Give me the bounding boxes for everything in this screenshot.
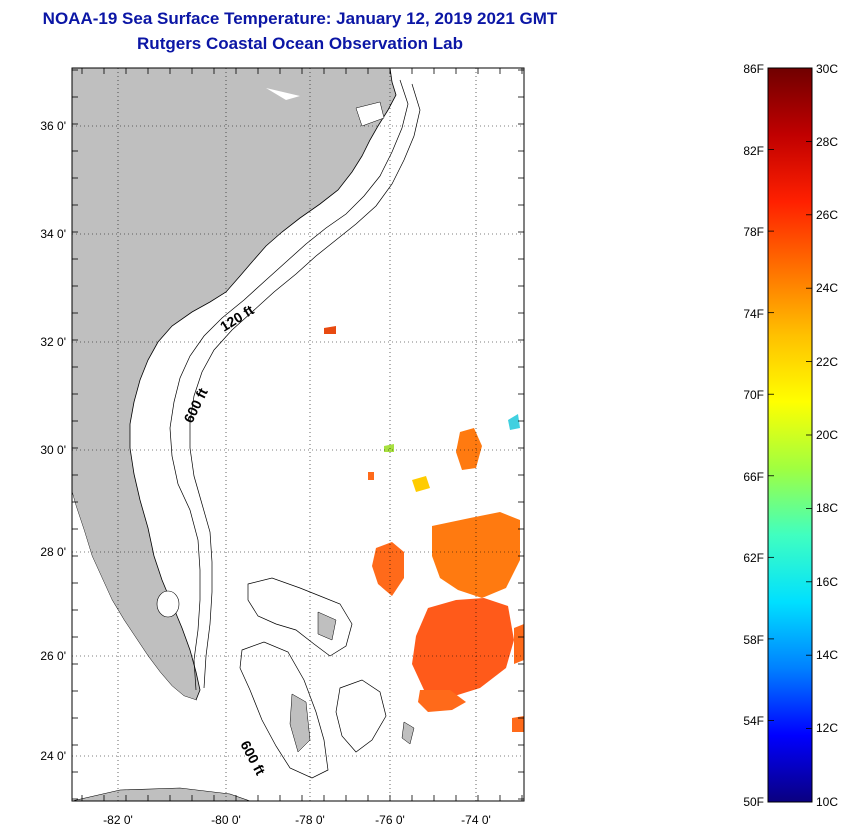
colorbar: 86F 82F 78F 74F 70F 66F 62F 58F 54F 50F … [743, 62, 838, 809]
latitude-label: 30 0' [40, 443, 66, 457]
latitude-label: 24 0' [40, 749, 66, 763]
colorbar-c-label: 30C [816, 62, 838, 76]
colorbar-f-label: 58F [743, 633, 764, 647]
colorbar-f-label: 62F [743, 551, 764, 565]
longitude-label: -74 0' [461, 813, 491, 827]
colorbar-c-label: 18C [816, 501, 838, 515]
colorbar-ticks [768, 67, 812, 803]
map-frame [71, 67, 525, 802]
longitude-label: -82 0' [103, 813, 133, 827]
land-cuba [72, 787, 251, 801]
sst-patch [456, 428, 482, 470]
bahamas-bank-south [239, 641, 329, 779]
island-abaco [317, 611, 337, 641]
sst-patches [324, 326, 524, 732]
map-title: NOAA-19 Sea Surface Temperature: January… [42, 9, 558, 28]
colorbar-f-label: 54F [743, 714, 764, 728]
isobath-120ft [169, 79, 409, 691]
latitude-label: 36 0' [40, 119, 66, 133]
sst-patch [368, 472, 374, 480]
colorbar-c-label: 28C [816, 135, 838, 149]
colorbar-f-label: 74F [743, 307, 764, 321]
colorbar-c-label: 24C [816, 281, 838, 295]
sound-water [355, 101, 385, 127]
sst-patch [508, 414, 520, 430]
latitude-label: 28 0' [40, 545, 66, 559]
bahamas-bank-north [247, 577, 353, 657]
isobath-600ft [189, 83, 421, 689]
colorbar-c-label: 22C [816, 355, 838, 369]
colorbar-c-label: 20C [816, 428, 838, 442]
colorbar-c-label: 10C [816, 795, 838, 809]
colorbar-f-label: 82F [743, 144, 764, 158]
sst-patch [324, 326, 336, 334]
inland-water [266, 88, 300, 100]
longitude-label: -76 0' [375, 813, 405, 827]
colorbar-c-label: 26C [816, 208, 838, 222]
colorbar-c-label: 14C [816, 648, 838, 662]
sst-patch [372, 542, 404, 596]
lake-okeechobee [156, 590, 180, 618]
longitude-label: -80 0' [211, 813, 241, 827]
sst-patch [418, 690, 466, 712]
colorbar-c-label: 16C [816, 575, 838, 589]
sst-patch [412, 476, 430, 492]
gulf-water [72, 492, 196, 801]
colorbar-scale [767, 67, 813, 803]
latitude-label: 32 0' [40, 335, 66, 349]
bahamas-bank-east [335, 679, 387, 753]
colorbar-f-label: 66F [743, 470, 764, 484]
colorbar-f-label: 50F [743, 795, 764, 809]
map-subtitle: Rutgers Coastal Ocean Observation Lab [137, 34, 463, 53]
sst-patch [412, 598, 514, 698]
sst-patch [384, 444, 394, 452]
longitude-label: -78 0' [295, 813, 325, 827]
colorbar-f-label: 86F [743, 62, 764, 76]
sst-patch [432, 512, 520, 598]
colorbar-c-label: 12C [816, 721, 838, 735]
island-eleuthera [401, 721, 415, 745]
map-panel: 120 ft 600 ft 600 ft 36 0' 34 0' 32 0' 3… [40, 67, 525, 827]
sst-patch [512, 716, 524, 732]
graticule [72, 68, 524, 801]
colorbar-f-label: 78F [743, 225, 764, 239]
latitude-label: 26 0' [40, 649, 66, 663]
colorbar-f-label: 70F [743, 388, 764, 402]
sst-patch [514, 624, 524, 664]
island-andros [289, 693, 311, 753]
latitude-label: 34 0' [40, 227, 66, 241]
map-ticks [72, 68, 524, 801]
